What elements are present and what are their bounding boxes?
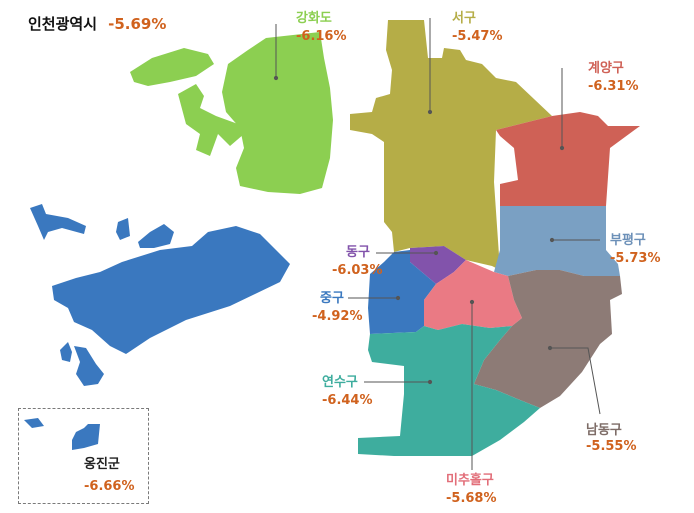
leader-dot-bupyeong: [549, 237, 555, 243]
label-seo-value: -5.47%: [452, 29, 503, 44]
label-ganghwa-name: 강화도: [296, 11, 332, 26]
label-yeonsu-value: -6.44%: [322, 393, 373, 408]
region-ganghwa: [130, 32, 333, 194]
label-dong: 동구 -6.03%: [332, 245, 383, 277]
title-name: 인천광역시: [28, 15, 98, 33]
region-ganghwa-island-2: [178, 84, 244, 156]
label-michuhol-name: 미추홀구: [446, 473, 494, 488]
leader-dot-ganghwa: [273, 75, 279, 81]
label-jung-value: -4.92%: [312, 309, 363, 324]
label-yeonsu: 연수구 -6.44%: [322, 376, 373, 407]
label-seo-name: 서구: [452, 11, 476, 26]
region-michuhol: [424, 260, 522, 330]
title-value: -5.69%: [108, 15, 167, 33]
region-ganghwa-main: [222, 32, 333, 194]
label-bupyeong-value: -5.73%: [610, 251, 661, 266]
region-namdong: [474, 270, 622, 408]
region-ongjin-large-island: [52, 226, 290, 354]
label-seo: 서구 -5.47%: [452, 12, 503, 43]
leader-dot-yeonsu: [427, 379, 433, 385]
label-gyeyang: 계양구 -6.31%: [588, 62, 639, 93]
region-ongjin-island-e: [74, 346, 104, 386]
region-ongjin-island-b: [116, 218, 130, 240]
leader-line-namdong: [550, 347, 601, 415]
region-ongjin-island-d: [60, 342, 72, 362]
label-dong-value: -6.03%: [332, 263, 383, 278]
label-gyeyang-value: -6.31%: [588, 79, 639, 94]
leader-dot-dong: [433, 250, 439, 256]
leader-dot-namdong: [547, 345, 553, 351]
label-ongjin-name: 옹진군: [84, 457, 120, 472]
label-dong-name: 동구: [346, 245, 370, 260]
leader-dot-michuhol: [469, 299, 475, 305]
label-yeonsu-name: 연수구: [322, 375, 358, 390]
region-bupyeong: [494, 206, 620, 276]
label-namdong-value: -5.55%: [586, 439, 637, 454]
label-namdong-name: 남동구: [586, 423, 622, 438]
region-ganghwa-island-1: [130, 48, 214, 86]
label-jung: 중구 -4.92%: [312, 291, 363, 323]
label-michuhol-value: -5.68%: [446, 491, 497, 506]
leader-lines: [273, 18, 601, 470]
region-ongjin-island-c: [138, 224, 174, 248]
map-title: 인천광역시 -5.69%: [28, 16, 166, 32]
leader-dot-jung: [395, 295, 401, 301]
region-ongjin-inset-island-1: [24, 418, 44, 428]
region-seo: [350, 20, 552, 270]
leader-dot-gyeyang: [559, 145, 565, 151]
label-bupyeong: 부평구 -5.73%: [610, 234, 661, 265]
region-dong: [410, 246, 466, 284]
region-ongjin-inset-island-2: [72, 424, 100, 450]
region-ongjin: [24, 204, 290, 450]
label-ganghwa-value: -6.16%: [296, 29, 347, 44]
region-ongjin-island-a: [30, 204, 86, 240]
label-ganghwa: 강화도 -6.16%: [296, 12, 347, 43]
region-yeonsu: [358, 324, 540, 456]
region-gyeyang: [496, 112, 640, 206]
leader-dot-seo: [427, 109, 433, 115]
label-gyeyang-name: 계양구: [588, 61, 624, 76]
label-ongjin-value: -6.66%: [84, 479, 135, 494]
label-jung-name: 중구: [320, 291, 344, 306]
region-jung: [368, 250, 436, 334]
label-bupyeong-name: 부평구: [610, 233, 646, 248]
label-michuhol: 미추홀구 -5.68%: [446, 474, 497, 505]
label-ongjin: 옹진군 -6.66%: [84, 458, 135, 493]
label-namdong: 남동구 -5.55%: [586, 424, 637, 453]
ongjin-inset-box: [18, 408, 149, 504]
